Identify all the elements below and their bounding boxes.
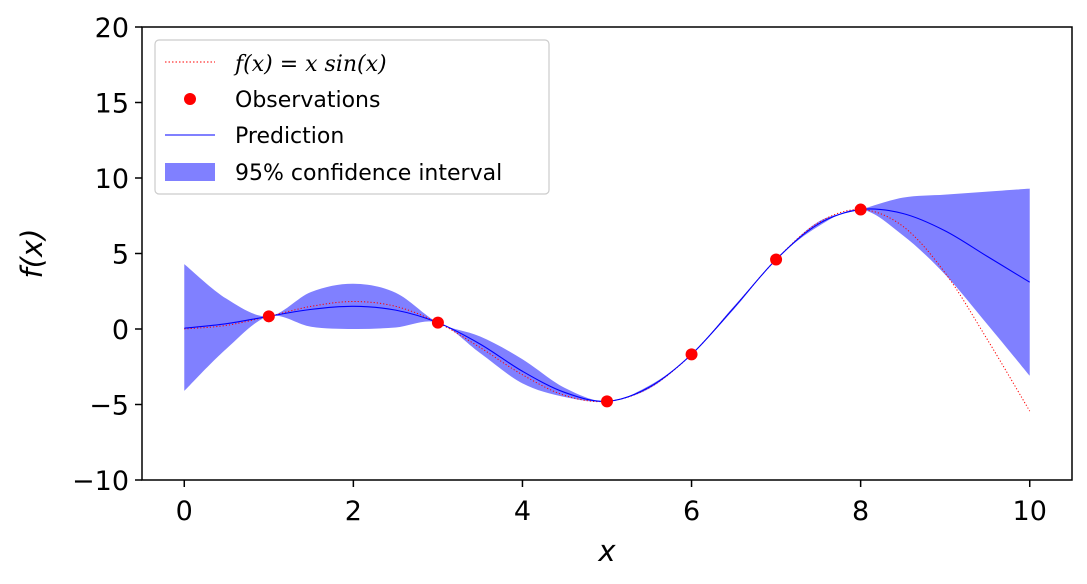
x-tick-label: 0 bbox=[176, 496, 193, 527]
y-tick-label: 20 bbox=[95, 13, 129, 44]
y-tick-label: −5 bbox=[89, 391, 129, 422]
x-tick-label: 6 bbox=[683, 496, 700, 527]
legend-ci-label: 95% confidence interval bbox=[235, 161, 502, 186]
confidence-interval-band bbox=[184, 188, 1030, 402]
legend-observations-marker bbox=[184, 93, 196, 105]
observation-point bbox=[431, 316, 444, 329]
observation-point bbox=[685, 348, 698, 361]
legend-observations-label: Observations bbox=[235, 88, 380, 113]
y-tick-label: 10 bbox=[95, 164, 129, 195]
y-tick-label: −10 bbox=[72, 466, 129, 497]
observation-point bbox=[854, 203, 867, 216]
y-axis-label: f(x) bbox=[15, 229, 49, 279]
x-tick-label: 10 bbox=[1013, 496, 1047, 527]
observation-point bbox=[262, 310, 275, 323]
y-tick-label: 5 bbox=[112, 240, 129, 271]
y-tick-label: 0 bbox=[112, 315, 129, 346]
legend-ci-swatch bbox=[165, 163, 215, 181]
x-tick-label: 8 bbox=[852, 496, 869, 527]
observation-point bbox=[770, 253, 783, 266]
observation-point bbox=[601, 395, 613, 408]
legend-function-label: f(x) = x sin(x) bbox=[233, 52, 387, 77]
legend: f(x) = x sin(x) Observations Prediction … bbox=[154, 39, 550, 195]
axis-ticks: 0 2 4 6 8 10 −10 −5 0 5 10 15 20 bbox=[72, 13, 1047, 527]
x-axis-label: x bbox=[597, 534, 616, 568]
x-tick-label: 4 bbox=[514, 496, 531, 527]
legend-prediction-label: Prediction bbox=[235, 124, 344, 149]
y-tick-label: 15 bbox=[95, 89, 129, 120]
plot-area bbox=[184, 188, 1031, 412]
x-tick-label: 2 bbox=[345, 496, 362, 527]
legend-frame bbox=[154, 39, 550, 195]
